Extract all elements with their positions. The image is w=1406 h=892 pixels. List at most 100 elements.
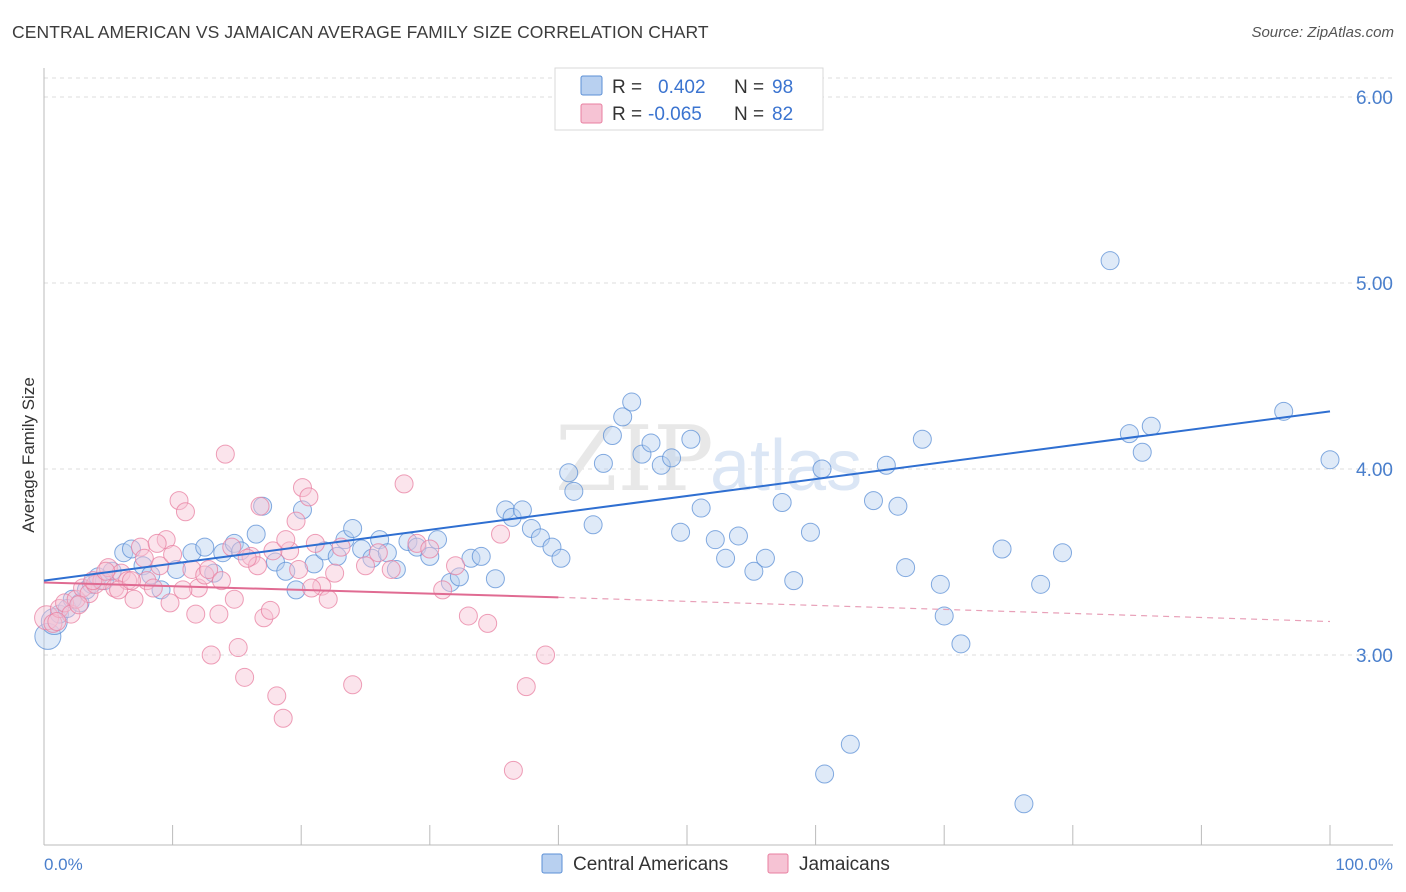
- legend-r-value-0: 0.402: [658, 77, 706, 98]
- point-jamaicans: [433, 580, 453, 600]
- y-tick-label: 5.00: [1356, 274, 1393, 295]
- point-central-americans: [951, 634, 971, 654]
- point-jamaicans: [458, 606, 478, 626]
- legend-n-label-1: N =: [734, 104, 764, 125]
- point-jamaicans: [478, 613, 498, 633]
- point-central-americans: [343, 519, 363, 539]
- y-tick-label: 3.00: [1356, 646, 1393, 667]
- point-jamaicans: [124, 589, 144, 609]
- point-jamaicans: [169, 491, 189, 511]
- point-central-americans: [812, 459, 832, 479]
- point-central-americans: [930, 574, 950, 594]
- y-tick-label: 6.00: [1356, 88, 1393, 109]
- point-central-americans: [195, 537, 215, 557]
- point-central-americans: [327, 546, 347, 566]
- point-jamaicans: [186, 604, 206, 624]
- point-jamaicans: [228, 638, 248, 658]
- point-central-americans: [863, 491, 883, 511]
- point-jamaicans: [343, 675, 363, 695]
- point-jamaicans: [381, 559, 401, 579]
- point-jamaicans: [292, 478, 312, 498]
- y-axis-label: Average Family Size: [19, 377, 38, 533]
- point-jamaicans: [267, 686, 287, 706]
- point-jamaicans: [325, 563, 345, 583]
- legend-swatch-blue: [580, 75, 603, 96]
- point-jamaicans: [446, 556, 466, 576]
- point-jamaicans: [215, 444, 235, 464]
- trend-line-central-americans: [43, 410, 1331, 582]
- point-central-americans: [386, 559, 406, 579]
- point-jamaicans: [273, 708, 293, 728]
- point-central-americans: [744, 561, 764, 581]
- point-central-americans: [755, 548, 775, 568]
- x-tick-label-min: 0.0%: [44, 855, 83, 874]
- point-jamaicans: [47, 612, 67, 632]
- point-central-americans: [471, 546, 491, 566]
- point-jamaicans: [289, 559, 309, 579]
- point-jamaicans: [368, 543, 388, 563]
- axes: [43, 68, 1393, 846]
- point-central-americans: [1031, 574, 1051, 594]
- point-jamaicans: [407, 533, 427, 553]
- trend-lines: [43, 410, 1331, 623]
- point-central-americans: [681, 429, 701, 449]
- point-jamaicans: [195, 565, 215, 585]
- point-jamaicans: [301, 578, 321, 598]
- point-jamaicans: [299, 487, 319, 507]
- point-central-americans: [912, 429, 932, 449]
- point-jamaicans: [55, 593, 75, 613]
- point-jamaicans: [516, 677, 536, 697]
- point-central-americans: [583, 515, 603, 535]
- point-jamaicans: [420, 539, 440, 559]
- point-central-americans: [800, 522, 820, 542]
- point-jamaicans: [260, 600, 280, 620]
- legend: R = 0.402 N = 98 R = -0.065 N = 82: [554, 67, 824, 131]
- legend-r-label-1: R =: [612, 104, 642, 125]
- point-central-americans: [559, 463, 579, 483]
- point-jamaicans: [160, 593, 180, 613]
- point-central-americans: [671, 522, 691, 542]
- point-central-americans: [815, 764, 835, 784]
- bottom-legend-label-central-americans: Central Americans: [573, 854, 728, 875]
- point-central-americans: [716, 548, 736, 568]
- chart-title: CENTRAL AMERICAN VS JAMAICAN AVERAGE FAM…: [12, 22, 709, 42]
- legend-r-label-0: R =: [612, 77, 642, 98]
- legend-r-value-1: -0.065: [648, 104, 702, 125]
- y-tick-label: 4.00: [1356, 460, 1393, 481]
- point-jamaicans: [318, 589, 338, 609]
- point-jamaicans: [69, 595, 89, 615]
- point-central-americans: [420, 546, 440, 566]
- point-central-americans: [613, 407, 633, 427]
- point-jamaicans: [224, 589, 244, 609]
- point-central-americans: [772, 492, 792, 512]
- point-jamaicans: [356, 556, 375, 576]
- point-jamaicans: [199, 559, 219, 579]
- x-tick-label-max: 100.0%: [1335, 855, 1393, 874]
- point-central-americans: [896, 558, 916, 578]
- point-jamaicans: [536, 645, 556, 665]
- point-central-americans: [784, 571, 804, 591]
- point-jamaicans: [175, 502, 195, 522]
- point-central-americans: [622, 392, 642, 412]
- point-jamaicans: [222, 537, 242, 557]
- y-tick-labels: 3.00 4.00 5.00 6.00: [1356, 88, 1393, 667]
- bottom-legend-swatch-jamaicans: [767, 853, 789, 874]
- point-central-americans: [1100, 251, 1120, 271]
- point-jamaicans: [121, 571, 141, 591]
- point-central-americans: [246, 524, 266, 544]
- point-central-americans: [705, 530, 725, 550]
- point-central-americans: [1014, 794, 1034, 814]
- point-jamaicans: [491, 524, 511, 544]
- grid-lines: [44, 77, 1393, 656]
- point-jamaicans: [143, 578, 163, 598]
- chart-source: Source: ZipAtlas.com: [1251, 24, 1394, 41]
- point-central-americans: [512, 500, 532, 520]
- point-central-americans: [888, 496, 908, 516]
- point-jamaicans: [235, 667, 255, 687]
- point-jamaicans: [163, 545, 183, 565]
- point-central-americans: [934, 606, 954, 626]
- point-central-americans: [641, 433, 661, 453]
- point-central-americans: [1053, 543, 1073, 563]
- point-central-americans: [224, 533, 244, 553]
